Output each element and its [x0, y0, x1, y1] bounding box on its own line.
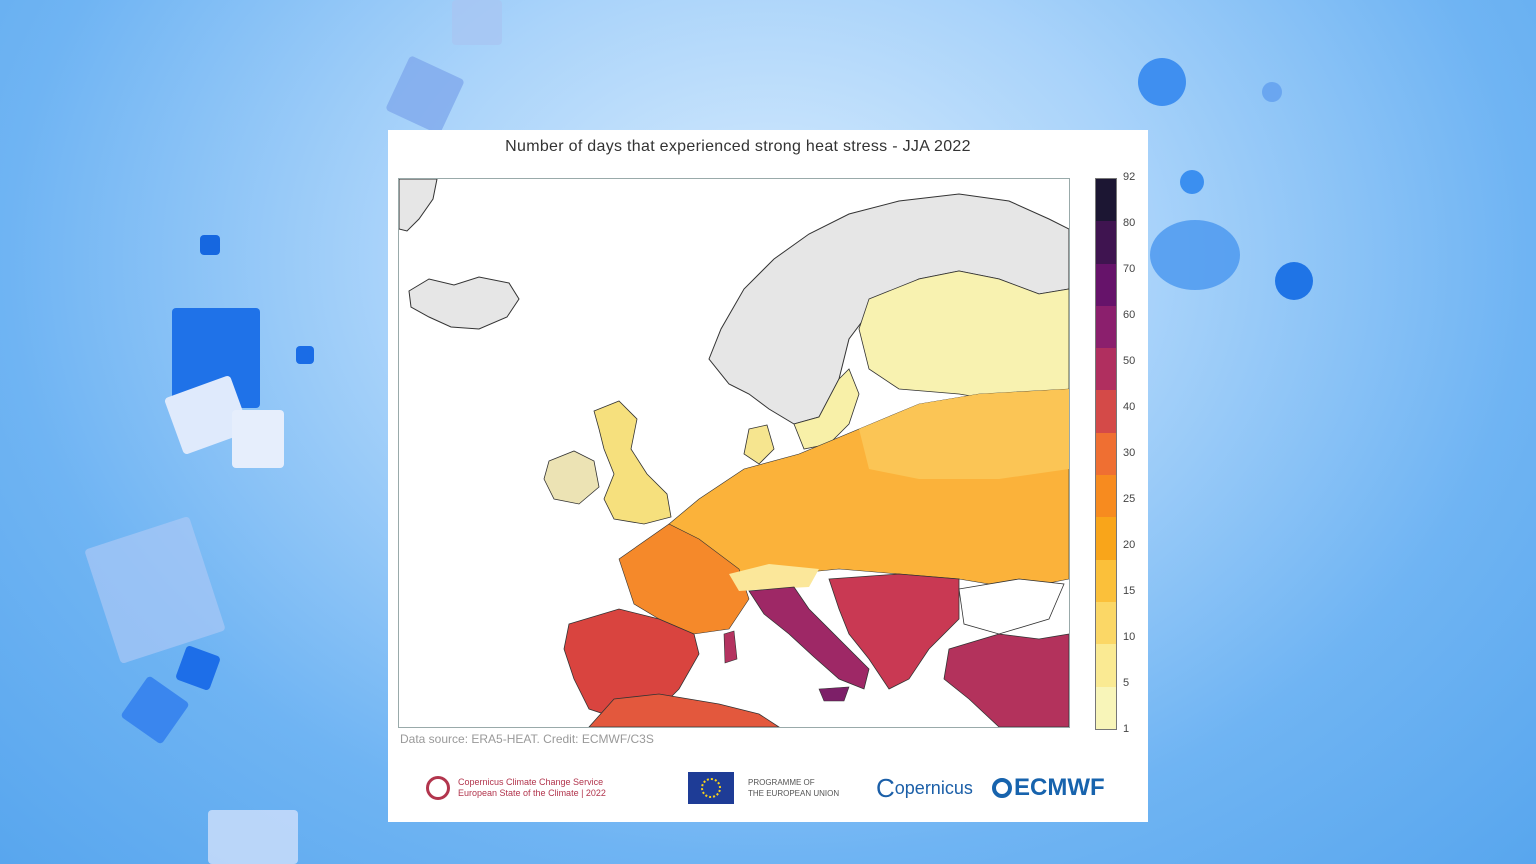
legend-tick-label: 70	[1123, 263, 1136, 275]
ecmwf-emblem-icon	[992, 778, 1012, 798]
sicily-island	[818, 686, 850, 702]
copernicus-brand-text: opernicus	[894, 777, 973, 798]
north-africa-region	[588, 693, 780, 727]
heat-stress-figure: Number of days that experienced strong h…	[388, 130, 1148, 822]
legend-color-segment	[1096, 263, 1116, 306]
legend-color-segment	[1096, 517, 1116, 560]
eu-programme-line2: THE EUROPEAN UNION	[748, 789, 840, 798]
legend-tick-label: 10	[1123, 631, 1136, 643]
legend-color-segment	[1096, 179, 1116, 222]
map-title: Number of days that experienced strong h…	[505, 138, 971, 155]
alps-region	[729, 564, 819, 591]
eu-programme-line1: PROGRAMME OF	[748, 778, 815, 787]
balkans-region	[828, 573, 960, 690]
copernicus-brand-logo: C opernicus	[876, 766, 973, 810]
sphere-decoration	[1150, 220, 1240, 290]
c3s-emblem-icon	[426, 776, 450, 800]
italy-land	[748, 586, 870, 690]
copernicus-report-name: European State of the Climate | 2022	[458, 788, 606, 798]
legend-color-segment	[1096, 601, 1116, 645]
ecmwf-logo: ECMWF	[992, 766, 1105, 810]
legend-tick-label: 25	[1123, 493, 1136, 505]
legend-tick-label: 20	[1123, 539, 1136, 551]
legend-color-segment	[1096, 348, 1116, 391]
cube-decoration	[84, 515, 226, 665]
legend-color-segment	[1096, 305, 1116, 349]
legend-tick-label: 1	[1123, 723, 1130, 735]
cube-decoration	[452, 0, 502, 45]
cube-decoration	[296, 346, 314, 364]
cube-decoration	[208, 810, 298, 864]
map-canvas	[399, 179, 1069, 727]
legend-color-segment	[1096, 644, 1116, 687]
legend-color-segment	[1096, 475, 1116, 518]
legend-color-segment	[1096, 221, 1116, 264]
cube-decoration	[385, 55, 465, 135]
sphere-decoration	[1262, 82, 1282, 102]
sphere-decoration	[1138, 58, 1186, 106]
eu-programme-logo: PROGRAMME OF THE EUROPEAN UNION	[688, 766, 839, 810]
sardinia-island	[723, 630, 738, 664]
black-sea	[958, 578, 1065, 635]
legend-tick-label: 92	[1123, 171, 1136, 183]
legend-tick-label: 30	[1123, 447, 1136, 459]
france-region	[618, 523, 750, 635]
iceland-land	[408, 276, 520, 330]
south-sweden-region	[793, 368, 860, 450]
sphere-decoration	[1275, 262, 1313, 300]
ecmwf-text: ECMWF	[1014, 774, 1105, 801]
northeast-europe-band	[859, 389, 1069, 479]
legend-color-segment	[1096, 432, 1116, 476]
legend-color-segment	[1096, 390, 1116, 433]
logo-strip: Copernicus Climate Change Service Europe…	[388, 766, 1148, 816]
legend-tick-label: 15	[1123, 585, 1136, 597]
cube-decoration	[174, 644, 222, 692]
copernicus-climate-logo: Copernicus Climate Change Service Europe…	[426, 766, 606, 810]
legend-color-segment	[1096, 686, 1116, 729]
turkey-land	[943, 633, 1069, 727]
legend-tick-label: 40	[1123, 401, 1136, 413]
denmark-land	[743, 424, 775, 465]
color-legend-bar	[1095, 178, 1117, 730]
legend-tick-label: 80	[1123, 217, 1136, 229]
copernicus-service-name: Copernicus Climate Change Service	[458, 777, 604, 787]
legend-tick-label: 60	[1123, 309, 1136, 321]
greenland-land	[399, 179, 438, 232]
europe-heat-map	[398, 178, 1070, 728]
copernicus-c-icon: C	[876, 773, 895, 803]
legend-color-segment	[1096, 559, 1116, 602]
finland-region	[858, 270, 1069, 405]
cube-decoration	[120, 675, 190, 745]
cube-decoration	[232, 410, 284, 468]
cube-decoration	[200, 235, 220, 255]
sphere-decoration	[1180, 170, 1204, 194]
legend-tick-label: 5	[1123, 677, 1130, 689]
data-source-credit: Data source: ERA5-HEAT. Credit: ECMWF/C3…	[400, 732, 654, 746]
legend-tick-label: 50	[1123, 355, 1136, 367]
great-britain-land	[593, 400, 672, 525]
eu-flag-icon	[688, 772, 734, 804]
ireland-land	[543, 450, 600, 505]
